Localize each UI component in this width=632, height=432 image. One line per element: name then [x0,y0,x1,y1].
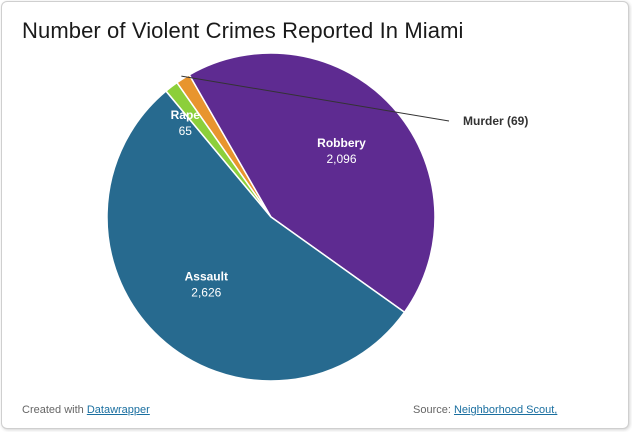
slice-label-assault: Assault [185,270,228,284]
murder-leader-line [181,75,450,122]
slice-value-assault: 2,626 [191,286,221,300]
pie-slice-assault [106,89,406,382]
footer-created-text: Created with [22,404,84,416]
pie-labels: Murder (69) Robbery 2,096 Assault 2,626 Rape 6… [171,75,528,300]
datawrapper-link[interactable]: Datawrapper [86,404,150,416]
chart-title: Number of Violent Crimes Reported In Mia… [22,18,464,43]
slice-label-robbery: Robbery [317,136,366,150]
footer-source-text: Source: [413,404,451,416]
source-link[interactable]: Neighborhood Scout, [453,404,558,416]
slice-value-rape: 65 [179,124,193,138]
slice-label-rape: Rape [171,108,201,122]
pie-slice-robbery [188,52,436,314]
slice-value-robbery: 2,096 [326,152,356,166]
pie-slices [106,52,436,382]
pie-slice-rape [164,81,272,218]
footer-credit: Created with Datawrapper [22,404,150,416]
slice-label-murder: Murder (69) [463,114,528,128]
footer-source: Source: Neighborhood Scout, [413,404,557,416]
